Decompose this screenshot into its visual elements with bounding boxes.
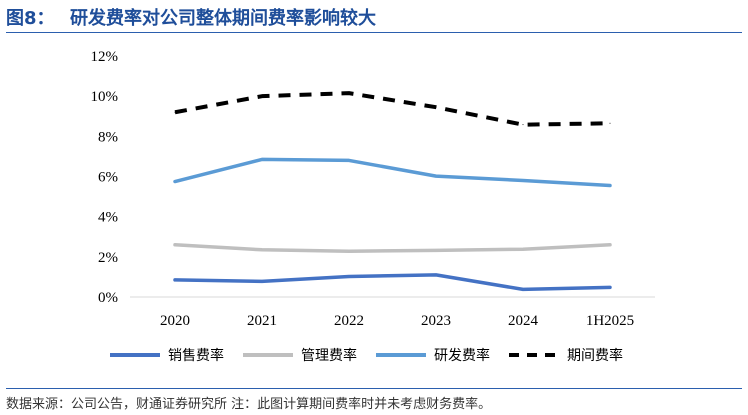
x-tick-label: 2020 — [160, 313, 190, 329]
legend-label-3: 研发费率 — [434, 347, 490, 364]
data-point-series-1 — [261, 280, 263, 282]
data-point-series-3 — [174, 181, 176, 183]
x-tick-label: 2023 — [421, 313, 451, 329]
data-point-series-3 — [435, 175, 437, 177]
legend-label-4: 期间费率 — [567, 347, 623, 364]
x-tick-label: 2021 — [247, 313, 277, 329]
period-expense-rate-line-chart: 0% 2% 4% 6% 8% 10% 12% 2020 2021 2022 2023 2024 1H20… — [91, 49, 655, 364]
data-point-series-4 — [435, 106, 437, 108]
data-point-series-1 — [522, 288, 524, 290]
y-tick-label: 2% — [98, 250, 118, 266]
data-point-series-1 — [174, 279, 176, 281]
data-point-series-3 — [522, 180, 524, 182]
y-tick-label: 12% — [91, 49, 119, 65]
figure-title: 研发费率对公司整体期间费率影响较大 — [70, 8, 376, 29]
data-point-series-1 — [348, 276, 350, 278]
data-point-series-2 — [348, 250, 350, 252]
data-point-series-4 — [609, 122, 611, 124]
series-line-1 — [173, 273, 612, 292]
data-point-series-2 — [174, 244, 176, 246]
series-line-2 — [173, 243, 612, 253]
data-point-series-1 — [609, 286, 611, 288]
series-line-3 — [173, 157, 612, 188]
source-note: 数据来源：公司公告，财通证券研究所 注：此图计算期间费率时并未考虑财务费率。 — [6, 397, 492, 412]
y-tick-label: 0% — [98, 290, 118, 306]
x-tick-label: 1H2025 — [586, 313, 634, 329]
data-point-series-4 — [174, 111, 176, 113]
data-point-series-2 — [261, 249, 263, 251]
y-tick-label: 6% — [98, 170, 118, 186]
figure-label: 图8： — [6, 8, 55, 29]
data-point-series-3 — [261, 158, 263, 160]
legend-label-1: 销售费率 — [168, 347, 224, 364]
data-point-series-2 — [522, 248, 524, 250]
series-line-4 — [174, 91, 611, 127]
y-tick-label: 8% — [98, 129, 118, 145]
y-tick-label: 10% — [91, 89, 119, 105]
x-tick-label: 2024 — [508, 313, 539, 329]
data-point-series-1 — [435, 274, 437, 276]
data-point-series-3 — [609, 185, 611, 187]
data-point-series-2 — [609, 244, 611, 246]
title-bar: 图8： 研发费率对公司整体期间费率影响较大 — [0, 0, 748, 32]
data-point-series-4 — [522, 124, 524, 126]
x-tick-label: 2022 — [334, 313, 364, 329]
top-divider — [6, 32, 742, 33]
data-point-series-3 — [348, 159, 350, 161]
legend-label-2: 管理费率 — [301, 347, 357, 364]
data-point-series-4 — [261, 95, 263, 97]
data-point-series-4 — [348, 92, 350, 94]
bottom-divider — [6, 388, 742, 389]
y-tick-label: 4% — [98, 210, 118, 226]
data-point-series-2 — [435, 249, 437, 251]
